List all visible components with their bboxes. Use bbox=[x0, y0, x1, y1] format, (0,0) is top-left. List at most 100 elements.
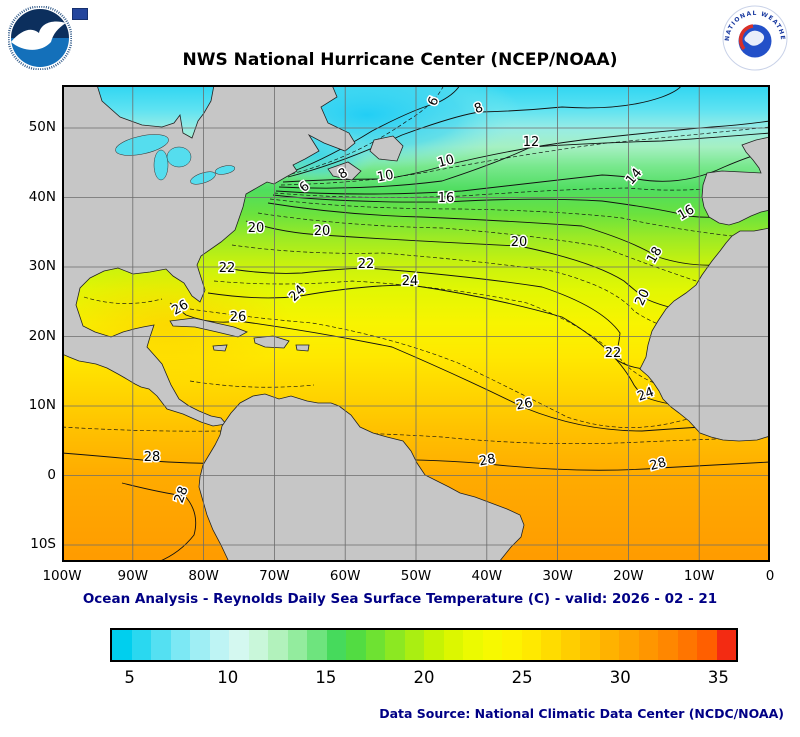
lat-tick-label: 0 bbox=[47, 466, 56, 483]
lon-tick-label: 20W bbox=[613, 568, 644, 584]
colorbar-cell bbox=[521, 630, 541, 660]
contour-label: 10 bbox=[436, 152, 456, 171]
colorbar-cell bbox=[268, 630, 288, 660]
contour-label: 22 bbox=[605, 346, 622, 361]
lat-tick-label: 20N bbox=[28, 327, 56, 344]
lon-tick-label: 40W bbox=[471, 568, 503, 584]
map-frame bbox=[62, 85, 770, 562]
contour-label: 24 bbox=[635, 385, 656, 405]
cuba-island bbox=[169, 317, 248, 338]
contour-label: 28 bbox=[648, 455, 668, 474]
colorbar-cell bbox=[541, 630, 561, 660]
colorbar-tick-label: 25 bbox=[511, 668, 533, 687]
puerto-rico-island bbox=[295, 344, 310, 352]
colorbar-cell bbox=[482, 630, 502, 660]
colorbar-cell bbox=[209, 630, 229, 660]
lon-tick-label: 100W bbox=[42, 568, 82, 584]
lat-tick-label: 10N bbox=[28, 397, 56, 413]
colorbar-cell bbox=[580, 630, 600, 660]
colorbar-cell bbox=[248, 630, 268, 660]
contour-label: 10 bbox=[376, 168, 395, 186]
contour-label: 22 bbox=[219, 261, 236, 276]
contour-label: 26 bbox=[230, 310, 247, 325]
colorbar-cell bbox=[658, 630, 678, 660]
lon-tick-label: 80W bbox=[188, 568, 219, 584]
hispaniola-island bbox=[253, 335, 290, 349]
colorbar-cell bbox=[287, 630, 307, 660]
colorbar-cell bbox=[424, 630, 444, 660]
land-layer bbox=[62, 85, 770, 562]
jamaica-island bbox=[212, 344, 228, 352]
colorbar-cell bbox=[463, 630, 483, 660]
colorbar-cell bbox=[112, 630, 132, 660]
colorbar-cell bbox=[346, 630, 366, 660]
iberia-landmass bbox=[701, 136, 770, 226]
lat-tick-label: 50N bbox=[28, 119, 56, 135]
commerce-flag-icon bbox=[72, 8, 88, 20]
contour-label: 28 bbox=[478, 452, 497, 470]
colorbar-cell bbox=[326, 630, 346, 660]
map-caption: Ocean Analysis - Reynolds Daily Sea Surf… bbox=[82, 591, 718, 607]
colorbar-cell bbox=[677, 630, 697, 660]
colorbar-tick-label: 30 bbox=[609, 668, 631, 687]
colorbar-cell bbox=[151, 630, 171, 660]
lat-tick-label: 10S bbox=[30, 536, 56, 552]
colorbar-ticks: 5 10 15 20 25 30 35 bbox=[110, 666, 738, 692]
colorbar-cell bbox=[599, 630, 619, 660]
colorbar-cell bbox=[697, 630, 717, 660]
lon-tick-label: 30W bbox=[542, 568, 573, 584]
lon-tick-label: 50W bbox=[400, 568, 432, 584]
colorbar-cell bbox=[365, 630, 385, 660]
colorbar-tick-label: 10 bbox=[217, 668, 239, 687]
contour-label: 20 bbox=[314, 224, 331, 239]
colorbar-tick-label: 5 bbox=[124, 668, 135, 687]
north-america-landmass bbox=[62, 85, 356, 427]
contour-label: 20 bbox=[248, 221, 265, 236]
colorbar-cell bbox=[443, 630, 463, 660]
colorbar-cell bbox=[716, 630, 736, 660]
colorbar-cell bbox=[502, 630, 522, 660]
nws-logo: NATIONAL WEATHER SERVICE bbox=[722, 5, 788, 71]
data-source-text: Data Source: National Climatic Data Cent… bbox=[379, 706, 784, 721]
contour-label: 26 bbox=[515, 396, 534, 414]
contour-label: 20 bbox=[511, 235, 528, 250]
nova-scotia bbox=[327, 161, 362, 181]
south-america-landmass bbox=[198, 393, 525, 562]
contour-label: 28 bbox=[144, 450, 161, 465]
grid-lines bbox=[62, 85, 770, 562]
newfoundland-island bbox=[369, 135, 404, 162]
colorbar-cell bbox=[307, 630, 327, 660]
contour-label: 16 bbox=[438, 191, 455, 206]
contour-label: 28 bbox=[172, 484, 192, 505]
africa-landmass bbox=[639, 227, 770, 442]
lon-tick-label: 90W bbox=[117, 568, 149, 584]
colorbar-tick-label: 20 bbox=[413, 668, 435, 687]
contour-label: 24 bbox=[402, 274, 419, 289]
lon-tick-label: 0 bbox=[765, 568, 775, 584]
colorbar-cell bbox=[229, 630, 249, 660]
sst-map: 6 8 12 10 8 10 6 14 16 16 20 20 20 18 22… bbox=[62, 85, 770, 562]
nws-hurricane-swoosh-icon bbox=[738, 24, 754, 51]
colorbar-cell bbox=[170, 630, 190, 660]
lon-tick-label: 70W bbox=[259, 568, 290, 584]
noaa-logo-text-ring bbox=[8, 6, 72, 70]
noaa-gull-icon bbox=[11, 21, 66, 50]
colorbar-cell bbox=[619, 630, 639, 660]
colorbar-cell bbox=[131, 630, 151, 660]
nws-landmass-shape bbox=[744, 30, 765, 46]
colorbar-tick-label: 35 bbox=[707, 668, 729, 687]
lon-tick-label: 10W bbox=[683, 568, 715, 584]
colorbar bbox=[110, 628, 738, 662]
colorbar-cell bbox=[560, 630, 580, 660]
colorbar-cell bbox=[638, 630, 658, 660]
lat-tick-label: 30N bbox=[28, 258, 56, 274]
great-lakes bbox=[115, 134, 236, 185]
noaa-logo bbox=[8, 6, 72, 70]
contour-label: 22 bbox=[358, 257, 375, 272]
page-title: NWS National Hurricane Center (NCEP/NOAA… bbox=[182, 50, 618, 70]
colorbar-cell bbox=[190, 630, 210, 660]
colorbar-tick-label: 15 bbox=[315, 668, 337, 687]
colorbar-cells bbox=[112, 630, 736, 660]
colorbar-cell bbox=[404, 630, 424, 660]
